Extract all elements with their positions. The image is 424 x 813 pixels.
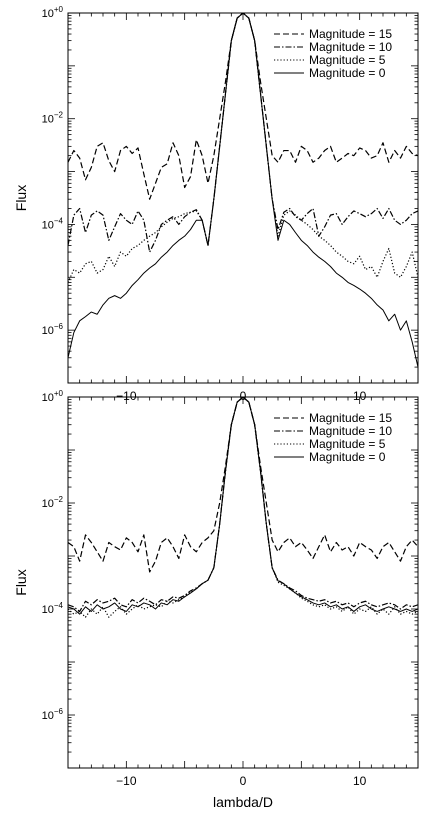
y-tick-mantissa: 10 <box>42 114 54 126</box>
x-tick-label: −10 <box>116 389 137 403</box>
legend-label: Magnitude = 5 <box>309 437 386 451</box>
legend-label: Magnitude = 0 <box>309 450 386 464</box>
series-line-magnitude-10 <box>68 397 418 613</box>
series-line-magnitude-0 <box>68 397 418 615</box>
series-line-magnitude-15 <box>68 13 418 200</box>
x-axis-label: lambda/D <box>213 794 273 810</box>
y-tick-mantissa: 10 <box>42 710 54 722</box>
series-line-magnitude-15 <box>68 397 418 573</box>
x-tick-label: 0 <box>240 389 247 403</box>
series-line-magnitude-10 <box>68 13 418 253</box>
series-line-magnitude-5 <box>68 397 418 618</box>
y-tick-mantissa: 10 <box>42 8 54 20</box>
x-tick-label: −10 <box>116 774 137 788</box>
y-tick-exponent: +0 <box>54 389 64 398</box>
y-tick-label: 10−2 <box>42 495 64 510</box>
y-axis-label: Flux <box>13 569 29 595</box>
y-tick-exponent: −2 <box>54 111 64 120</box>
x-tick-label: 10 <box>353 774 367 788</box>
legend-label: Magnitude = 10 <box>309 424 392 438</box>
legend-label: Magnitude = 10 <box>309 40 392 54</box>
y-tick-exponent: −6 <box>54 322 64 331</box>
y-tick-mantissa: 10 <box>42 604 54 616</box>
y-tick-exponent: −6 <box>54 707 64 716</box>
series-line-magnitude-0 <box>68 13 418 368</box>
legend-label: Magnitude = 5 <box>309 53 386 67</box>
legend-label: Magnitude = 15 <box>309 27 392 41</box>
legend-label: Magnitude = 15 <box>309 411 392 425</box>
y-tick-exponent: +0 <box>54 5 64 14</box>
legend-label: Magnitude = 0 <box>309 66 386 80</box>
y-tick-label: 10−6 <box>42 322 64 337</box>
y-tick-mantissa: 10 <box>42 498 54 510</box>
y-tick-label: 10−2 <box>42 111 64 126</box>
series-group <box>68 397 418 618</box>
y-tick-mantissa: 10 <box>42 325 54 337</box>
y-axis-label: Flux <box>13 185 29 211</box>
y-tick-exponent: −2 <box>54 495 64 504</box>
series-group <box>68 13 418 368</box>
y-tick-mantissa: 10 <box>42 392 54 404</box>
y-tick-label: 10+0 <box>42 389 64 404</box>
x-tick-label: 10 <box>353 389 367 403</box>
y-tick-exponent: −4 <box>54 216 64 225</box>
y-tick-mantissa: 10 <box>42 219 54 231</box>
y-tick-label: 10+0 <box>42 5 64 20</box>
y-tick-exponent: −4 <box>54 601 64 610</box>
x-tick-label: 0 <box>240 774 247 788</box>
y-tick-label: 10−4 <box>42 216 64 231</box>
y-tick-label: 10−4 <box>42 601 64 616</box>
y-tick-label: 10−6 <box>42 707 64 722</box>
series-line-magnitude-5 <box>68 13 418 283</box>
